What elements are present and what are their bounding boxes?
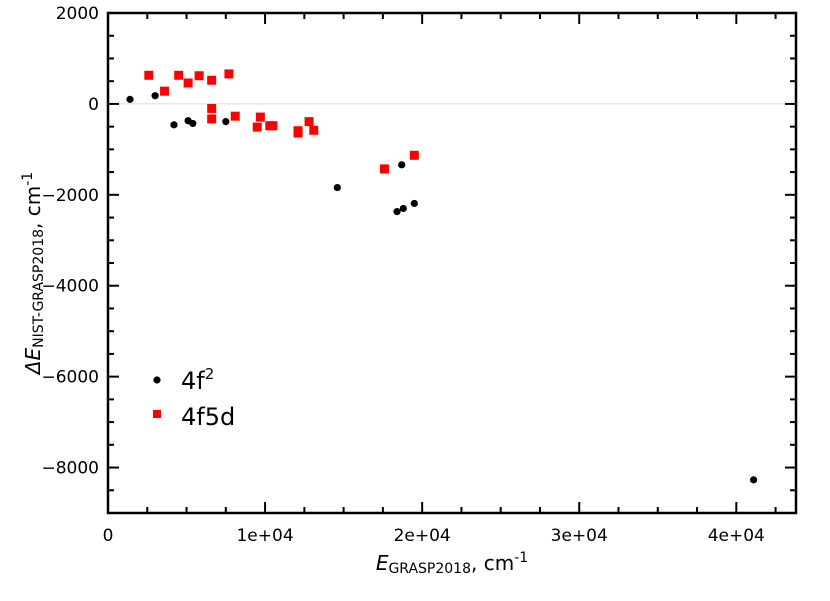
y-tick-label: 2000	[56, 4, 99, 24]
y-tick-label: −4000	[41, 277, 99, 297]
point-4f5d	[304, 117, 314, 127]
point-4f2	[189, 119, 197, 128]
point-4f2	[749, 476, 758, 484]
y-tick-label: −8000	[41, 459, 99, 479]
axis-ticks	[107, 12, 796, 514]
y-tick-label: −2000	[41, 186, 99, 206]
x-axis-title-subscript: GRASP2018	[388, 561, 471, 577]
legend-label-4f5d: 4f5d	[181, 403, 235, 431]
point-4f5d	[174, 70, 184, 80]
point-4f5d	[255, 112, 265, 122]
point-4f2	[393, 208, 401, 216]
y-axis-title-symbol: ΔE	[21, 348, 45, 377]
data-points	[126, 69, 758, 484]
point-4f2	[222, 118, 230, 126]
point-4f2	[170, 121, 178, 129]
x-axis-title-symbol: E	[376, 551, 389, 575]
x-tick-label: 1e+04	[236, 526, 293, 546]
point-4f5d	[183, 78, 193, 88]
x-axis-title-unit: , cm	[471, 551, 514, 575]
point-4f2	[126, 95, 134, 103]
x-axis-title: EGRASP2018, cm-1	[376, 550, 528, 577]
legend-label-4f2-superscript: 2	[205, 365, 215, 383]
point-4f5d	[144, 70, 154, 80]
x-axis-title-superscript: -1	[514, 550, 528, 566]
point-4f5d	[309, 125, 319, 135]
point-4f5d	[194, 71, 204, 81]
y-axis-title-subscript: NIST-GRASP2018	[31, 229, 47, 348]
point-4f5d	[224, 69, 234, 79]
legend-label-4f2-main: 4f	[181, 367, 205, 395]
point-4f5d	[379, 164, 389, 174]
point-4f2	[399, 204, 407, 213]
y-axis-title-unit: , cm	[21, 186, 45, 229]
point-4f2	[151, 92, 159, 100]
x-tick-label: 4e+04	[708, 526, 765, 546]
y-tick-label: 0	[88, 95, 99, 115]
point-4f2	[410, 199, 418, 208]
tick-labels: 0 1e+04 2e+04 3e+04 4e+04 2000 0 −2000 −4000 −600…	[41, 4, 764, 546]
legend-marker-4f2	[153, 376, 161, 384]
y-axis-title: ΔENIST-GRASP2018, cm-1	[20, 172, 47, 376]
point-4f2	[398, 161, 406, 169]
plot-frame	[106, 11, 798, 515]
point-4f5d	[160, 86, 170, 96]
x-tick-label: 0	[103, 526, 114, 546]
legend-marker-4f5d	[153, 410, 161, 418]
legend-label-4f2: 4f2	[181, 365, 214, 395]
y-axis-title-superscript: -1	[20, 172, 36, 186]
point-4f5d	[268, 121, 278, 131]
y-tick-label: −6000	[41, 368, 99, 388]
point-4f5d	[252, 122, 262, 132]
point-4f5d	[207, 114, 217, 124]
point-4f5d	[230, 111, 240, 121]
point-4f5d	[409, 150, 419, 160]
point-4f5d	[293, 128, 303, 138]
x-tick-label: 3e+04	[551, 526, 608, 546]
point-4f5d	[207, 103, 217, 113]
x-tick-label: 2e+04	[394, 526, 451, 546]
legend: 4f2 4f5d	[153, 365, 235, 431]
point-4f2	[333, 183, 341, 192]
point-4f5d	[207, 75, 217, 85]
